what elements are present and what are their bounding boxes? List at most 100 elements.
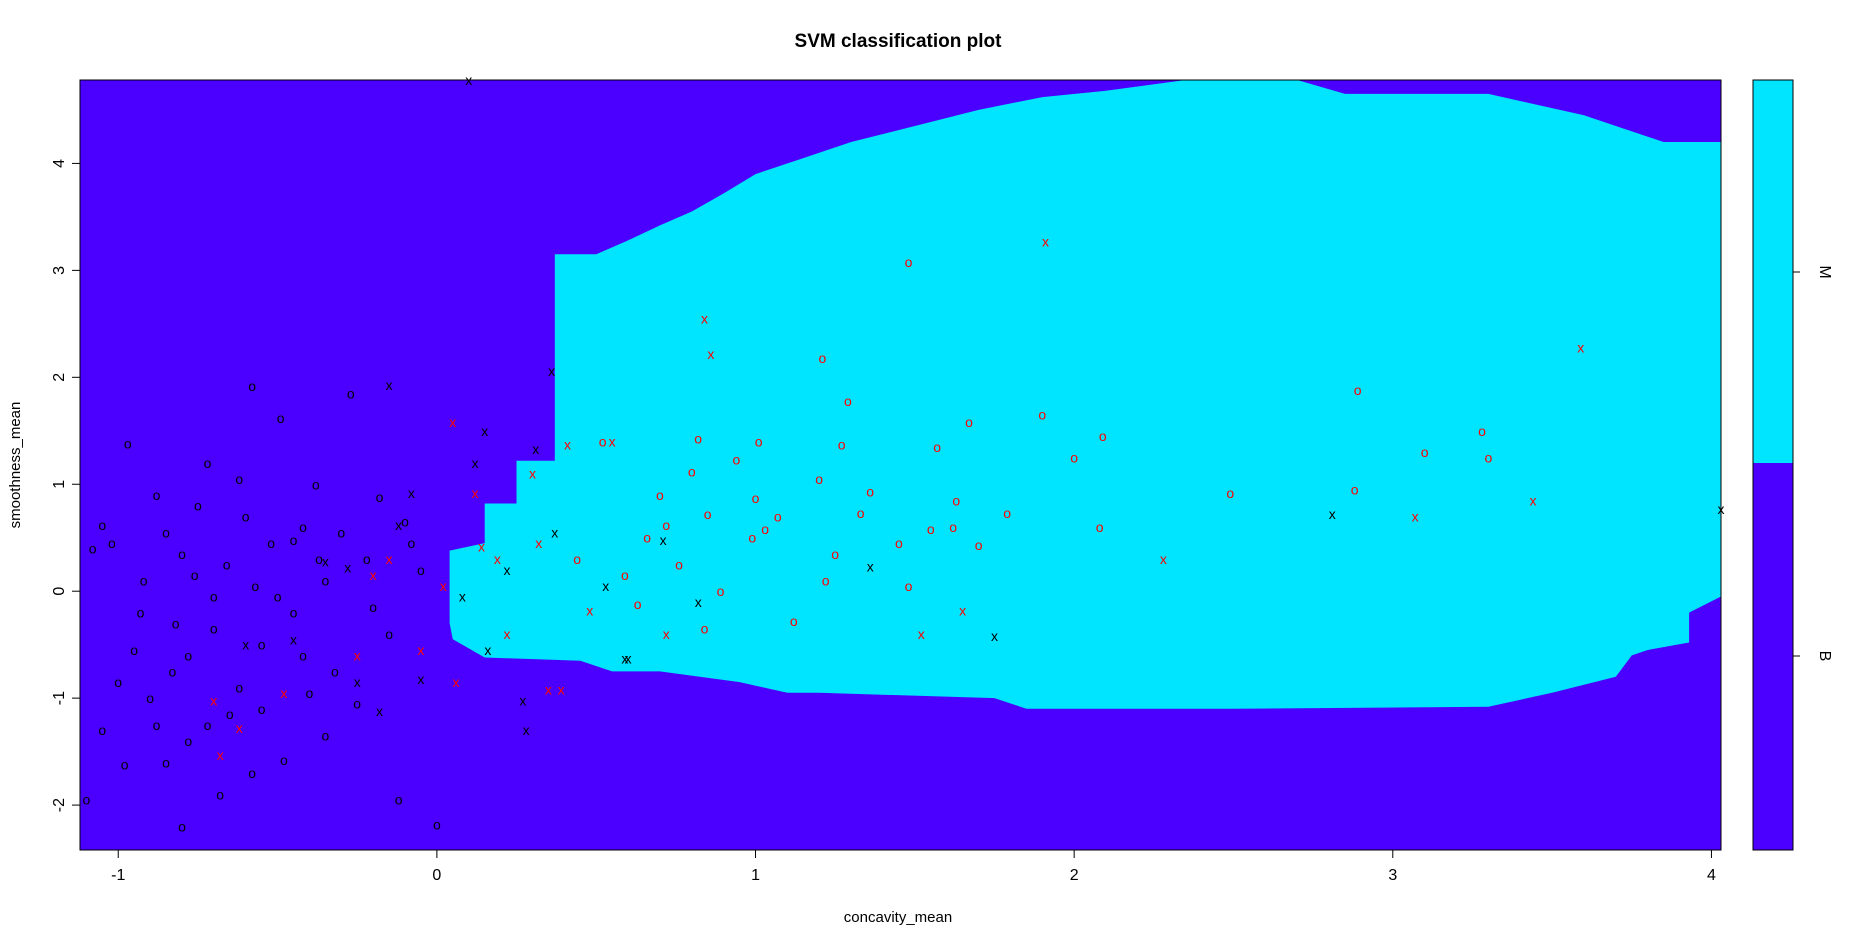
data-point-b-61: o bbox=[299, 647, 307, 663]
y-tick-label-3: 1 bbox=[51, 480, 68, 489]
data-point-m-132: o bbox=[1478, 423, 1486, 439]
data-point-b-48: o bbox=[331, 663, 339, 679]
data-point-b-32: o bbox=[178, 819, 186, 835]
data-point-b-24: o bbox=[347, 385, 355, 401]
data-point-m-119: o bbox=[933, 439, 941, 455]
data-point-b-64: o bbox=[408, 535, 416, 551]
data-point-m-127: o bbox=[1096, 519, 1104, 535]
data-point-b-46: o bbox=[274, 589, 282, 605]
data-point-b-3: o bbox=[124, 436, 132, 452]
support-vector-b-89: x bbox=[660, 532, 667, 548]
data-point-m-98: o bbox=[662, 517, 670, 533]
plot-area: o o o o o o o o o o o o o o o o o o o o o o o o o o o o o o o o o o o o o o o o… bbox=[79, 72, 1725, 851]
data-point-b-14: o bbox=[235, 471, 243, 487]
support-vector-b-81: x bbox=[519, 692, 526, 708]
data-point-m-121: o bbox=[965, 414, 973, 430]
data-point-m-108: o bbox=[774, 508, 782, 524]
decision-region-m bbox=[449, 80, 1722, 709]
data-point-b-25: o bbox=[363, 551, 371, 567]
support-vector-m-169: x bbox=[959, 602, 966, 618]
x-axis-label: concavity_mean bbox=[844, 909, 952, 926]
data-point-m-134: o bbox=[573, 551, 581, 567]
data-point-b-17: o bbox=[267, 535, 275, 551]
data-point-b-44: o bbox=[191, 567, 199, 583]
chart-title: SVM classification plot bbox=[795, 31, 1003, 52]
support-vector-m-151: x bbox=[236, 720, 243, 736]
support-vector-m-173: x bbox=[1530, 492, 1537, 508]
data-point-b-11: o bbox=[204, 455, 212, 471]
data-point-b-38: o bbox=[280, 752, 288, 768]
data-point-m-136: o bbox=[656, 487, 664, 503]
support-vector-b-91: x bbox=[867, 559, 874, 575]
data-point-b-47: o bbox=[290, 532, 298, 548]
support-vector-m-153: x bbox=[440, 578, 447, 594]
support-vector-b-73: x bbox=[290, 631, 297, 647]
data-point-b-18: o bbox=[277, 410, 285, 426]
support-vector-m-167: x bbox=[707, 346, 714, 362]
data-point-b-35: o bbox=[235, 679, 243, 695]
support-vector-b-80: x bbox=[504, 562, 511, 578]
support-vector-b-88: x bbox=[625, 651, 632, 667]
data-point-m-95: o bbox=[599, 434, 607, 450]
data-point-m-110: o bbox=[819, 350, 827, 366]
data-point-b-23: o bbox=[337, 524, 345, 540]
data-point-m-114: o bbox=[857, 505, 865, 521]
data-point-b-62: o bbox=[315, 551, 323, 567]
data-point-b-13: o bbox=[223, 557, 231, 573]
support-vector-m-145: x bbox=[386, 551, 393, 567]
data-point-b-59: o bbox=[226, 706, 234, 722]
support-vector-m-152: x bbox=[217, 747, 224, 763]
support-vector-b-68: x bbox=[481, 423, 488, 439]
data-point-b-57: o bbox=[184, 733, 192, 749]
support-vector-m-143: x bbox=[449, 414, 456, 430]
data-point-b-50: o bbox=[395, 792, 403, 808]
data-point-m-140: o bbox=[831, 546, 839, 562]
support-vector-m-160: x bbox=[545, 682, 552, 698]
y-tick-label-1: -1 bbox=[51, 691, 68, 705]
data-point-b-54: o bbox=[121, 756, 129, 772]
data-point-m-141: o bbox=[905, 578, 913, 594]
data-point-b-51: o bbox=[433, 816, 441, 832]
data-point-m-117: o bbox=[905, 254, 913, 270]
support-vector-b-83: x bbox=[532, 441, 539, 457]
support-vector-m-159: x bbox=[535, 535, 542, 551]
data-point-m-128: o bbox=[1226, 485, 1234, 501]
data-point-m-115: o bbox=[866, 484, 874, 500]
data-point-b-4: o bbox=[140, 573, 148, 589]
support-vector-m-161: x bbox=[558, 682, 565, 698]
data-point-b-29: o bbox=[417, 562, 425, 578]
support-vector-m-166: x bbox=[701, 311, 708, 327]
data-point-b-9: o bbox=[184, 647, 192, 663]
support-vector-m-158: x bbox=[529, 466, 536, 482]
support-vector-b-93: x bbox=[1329, 506, 1336, 522]
data-point-m-96: o bbox=[621, 567, 629, 583]
support-vector-m-163: x bbox=[586, 602, 593, 618]
data-point-m-122: o bbox=[975, 537, 983, 553]
data-point-m-133: o bbox=[1485, 450, 1493, 466]
data-point-m-103: o bbox=[717, 583, 725, 599]
legend-swatch-b bbox=[1753, 463, 1793, 850]
support-vector-b-78: x bbox=[459, 589, 466, 605]
support-vector-m-164: x bbox=[609, 434, 616, 450]
legend-frame bbox=[1752, 79, 1794, 851]
data-point-b-52: o bbox=[83, 792, 91, 808]
support-vector-m-150: x bbox=[210, 692, 217, 708]
support-vector-b-87: x bbox=[621, 651, 628, 667]
x-tick-label-2: 1 bbox=[751, 867, 760, 884]
data-point-m-107: o bbox=[761, 521, 769, 537]
support-vector-b-85: x bbox=[551, 524, 558, 540]
data-point-m-105: o bbox=[748, 530, 756, 546]
y-axis-label: smoothness_mean bbox=[7, 402, 24, 529]
y-tick-label-4: 2 bbox=[51, 373, 68, 382]
support-vector-b-90: x bbox=[695, 594, 702, 610]
data-point-m-126: o bbox=[1099, 428, 1107, 444]
data-point-b-55: o bbox=[137, 605, 145, 621]
legend-label-b: B bbox=[1816, 651, 1833, 662]
data-point-m-123: o bbox=[1003, 505, 1011, 521]
x-tick-label-0: -1 bbox=[111, 867, 125, 884]
data-point-m-135: o bbox=[634, 596, 642, 612]
data-point-m-125: o bbox=[1070, 450, 1078, 466]
support-vector-b-82: x bbox=[523, 722, 530, 738]
legend-label-m: M bbox=[1816, 265, 1833, 278]
data-point-m-104: o bbox=[733, 452, 741, 468]
